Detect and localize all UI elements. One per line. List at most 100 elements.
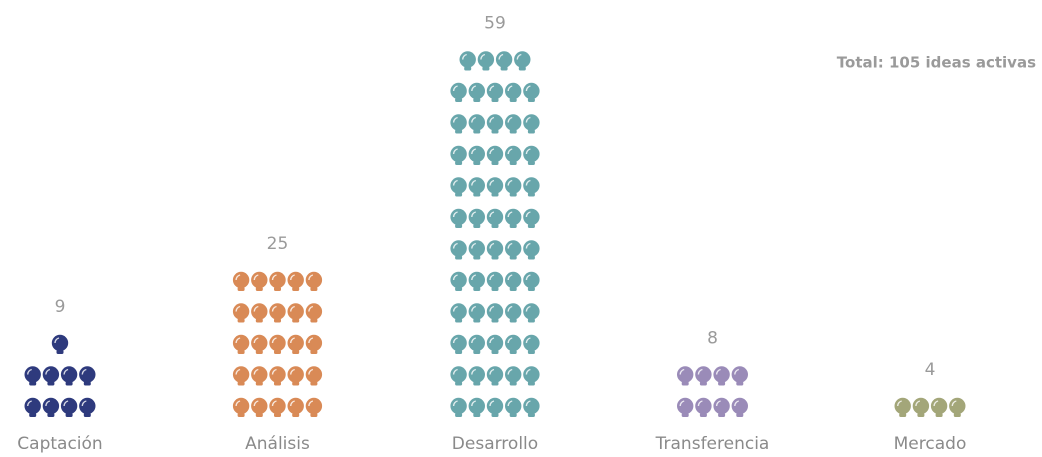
bulb-glass	[468, 208, 485, 226]
bulb-shine	[289, 368, 295, 375]
bulb-base	[473, 192, 481, 197]
bulb-glass	[486, 145, 504, 163]
value-label: 25	[267, 234, 289, 254]
bulb-shine	[525, 368, 531, 375]
bulb-base	[509, 192, 517, 197]
bulb-base	[500, 66, 508, 71]
bulb-glass	[450, 334, 467, 352]
bulb-base	[310, 350, 318, 354]
bulb-base	[292, 350, 300, 354]
bulb-shine	[507, 274, 513, 281]
bulb-glass	[269, 303, 286, 320]
bulb-glass	[24, 366, 41, 383]
bulb-glass	[486, 208, 504, 226]
bulb-shine	[489, 211, 495, 218]
bulb-base	[255, 287, 263, 291]
bulb-glass	[251, 271, 268, 289]
bulb-base	[255, 413, 263, 417]
bulb-glass	[486, 82, 504, 100]
bulb-glass	[269, 366, 286, 383]
bulb-base	[509, 224, 517, 228]
bulb-glass	[468, 114, 485, 131]
bulb-shine	[525, 274, 531, 281]
bulb-glass	[505, 334, 522, 352]
bulb-shine	[235, 305, 241, 312]
bulb-base	[491, 129, 499, 134]
bulb-shine	[271, 400, 277, 407]
bulb-shine	[507, 148, 513, 155]
bulb-shine	[525, 242, 531, 249]
bulb-shine	[697, 368, 703, 375]
bulb-shine	[951, 400, 957, 407]
bulb-glass	[468, 82, 485, 100]
bulb-glass	[486, 397, 504, 415]
bulb-shine	[235, 368, 241, 375]
bulb-shine	[63, 368, 69, 375]
bulb-base	[935, 413, 943, 417]
bulb-base	[473, 161, 481, 165]
bulb-shine	[45, 368, 51, 375]
bulb-base	[509, 98, 517, 102]
bulb-base	[237, 381, 245, 386]
bulb-glass	[468, 334, 485, 352]
bulb-base	[491, 192, 499, 197]
bulb-glass	[269, 397, 286, 415]
bulb-base	[491, 161, 499, 165]
bulb-shine	[253, 274, 259, 281]
bulb-shine	[253, 400, 259, 407]
bulb-shine	[471, 148, 477, 155]
bulb-base	[509, 350, 517, 354]
bulb-shine	[452, 179, 458, 186]
bulb-glass	[505, 145, 522, 163]
bulb-glass	[505, 240, 522, 257]
value-label: 59	[484, 14, 506, 34]
bulb-glass	[468, 303, 485, 320]
bulb-shine	[452, 148, 458, 155]
bulb-glass	[468, 240, 485, 257]
bulb-glass	[232, 366, 250, 383]
bulb-base	[527, 413, 535, 417]
bulb-glass	[477, 51, 495, 68]
bulb-base	[255, 381, 263, 386]
bulb-shine	[471, 337, 477, 344]
category-label: Transferencia	[655, 434, 770, 454]
bulb-glass	[505, 114, 522, 131]
bulb-shine	[452, 368, 458, 375]
bulb-glass	[269, 271, 286, 289]
bulb-shine	[461, 53, 467, 60]
bulb-shine	[507, 116, 513, 123]
bulb-glass	[486, 240, 504, 257]
bulb-glass	[79, 366, 96, 383]
bulb-base	[681, 381, 689, 386]
bulb-shine	[471, 179, 477, 186]
bulb-glass	[523, 145, 540, 163]
bulb-shine	[525, 337, 531, 344]
bulb-shine	[507, 305, 513, 312]
bulb-shine	[525, 211, 531, 218]
bulb-base	[47, 413, 55, 417]
category-label: Mercado	[894, 434, 967, 454]
bulb-glass	[930, 397, 948, 415]
bulb-shine	[235, 400, 241, 407]
value-label: 9	[55, 297, 66, 317]
bulb-shine	[253, 337, 259, 344]
bulb-shine	[271, 274, 277, 281]
bulb-shine	[289, 400, 295, 407]
bulb-shine	[489, 242, 495, 249]
bulb-base	[47, 381, 55, 386]
bulb-base	[292, 318, 300, 323]
bulb-shine	[715, 368, 721, 375]
bulb-base	[274, 413, 281, 417]
bulb-shine	[289, 305, 295, 312]
bulb-shine	[679, 368, 685, 375]
bulb-glass	[251, 334, 268, 352]
bulb-base	[681, 413, 689, 417]
bulb-base	[473, 287, 481, 291]
bulb-base	[310, 413, 318, 417]
bulb-glass	[523, 334, 540, 352]
bulb-glass	[305, 334, 323, 352]
bulb-shine	[525, 400, 531, 407]
bulb-base	[65, 381, 73, 386]
bulb-shine	[471, 305, 477, 312]
bulb-shine	[525, 305, 531, 312]
